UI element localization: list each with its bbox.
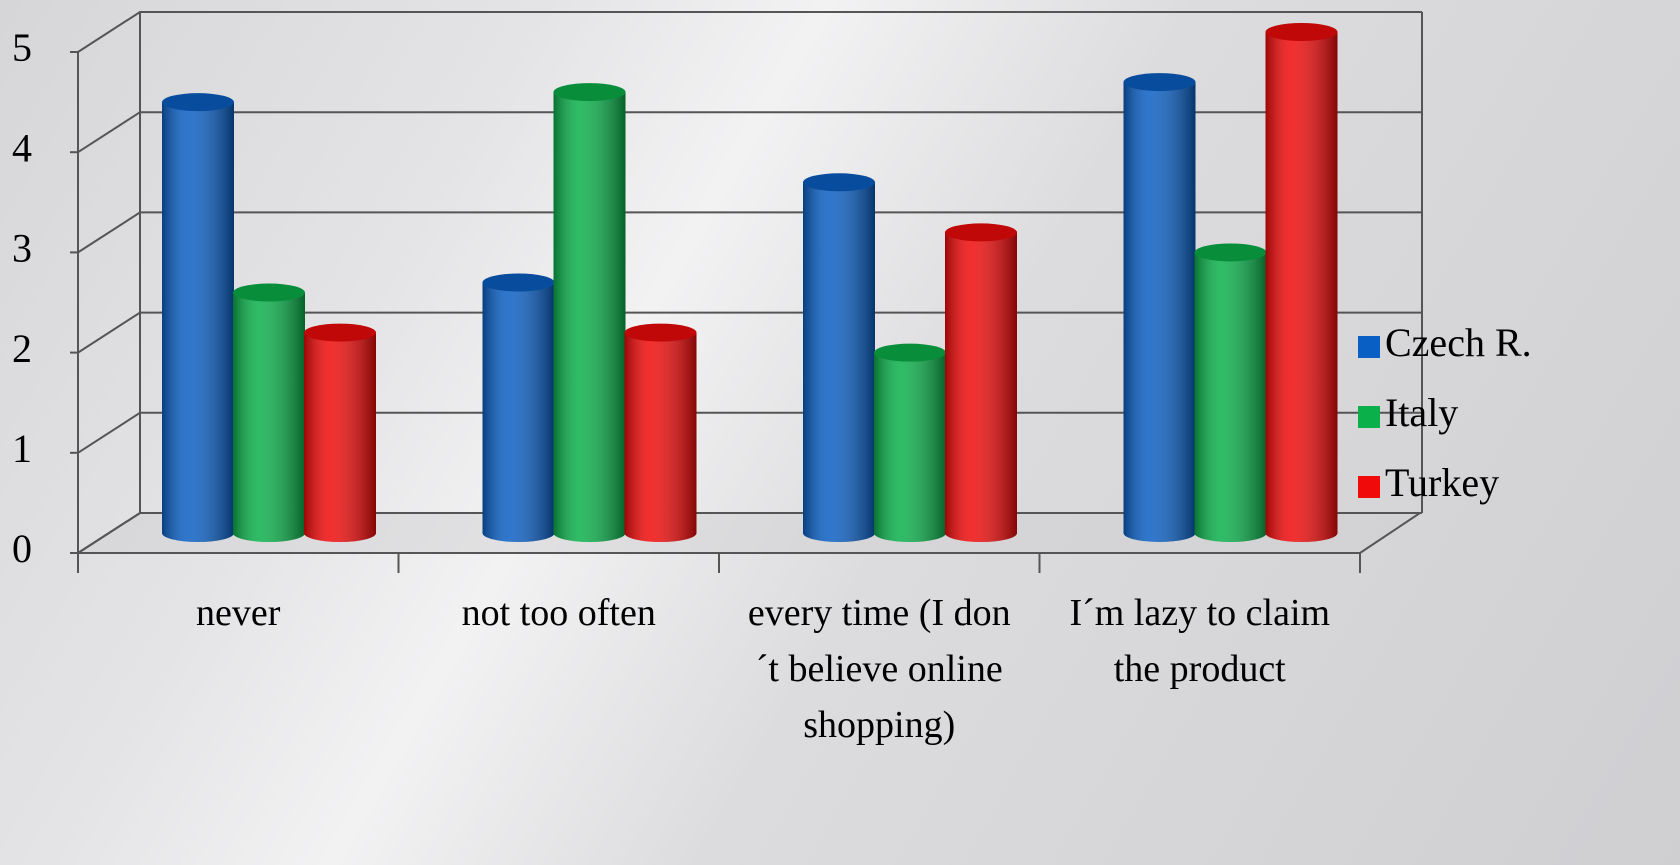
x-tick-label: never xyxy=(196,592,281,634)
grid-line xyxy=(77,11,1422,53)
bar-top xyxy=(162,93,234,112)
legend-swatch xyxy=(1358,406,1380,428)
bar-top xyxy=(874,343,946,362)
y-tick-label: 2 xyxy=(12,326,32,371)
y-tick-label: 4 xyxy=(12,125,32,170)
legend-label: Italy xyxy=(1385,390,1458,435)
bar-shade xyxy=(304,332,376,542)
bar-shade xyxy=(553,92,626,543)
x-tick-label: not too often xyxy=(461,592,656,634)
x-tick-label: every time (I don´t believe online shopp… xyxy=(747,592,1011,746)
bar-shade xyxy=(1194,252,1267,542)
bar-shade xyxy=(482,282,555,542)
bar-top xyxy=(624,323,697,342)
bar-top xyxy=(1194,243,1267,262)
bar-shade xyxy=(233,292,305,542)
bar-shade xyxy=(624,332,697,542)
bar-top xyxy=(553,83,626,102)
bar-shade xyxy=(874,352,946,542)
y-tick-label: 5 xyxy=(12,25,32,70)
bar-shade xyxy=(803,182,875,543)
y-tick-label: 3 xyxy=(12,226,32,271)
bar-top xyxy=(1123,73,1196,92)
legend-swatch xyxy=(1358,336,1380,358)
y-tick-label: 0 xyxy=(12,526,32,571)
bar-top xyxy=(1265,23,1338,41)
bar-shade xyxy=(945,232,1017,542)
bar-top xyxy=(304,323,376,342)
legend-swatch xyxy=(1358,476,1380,498)
grid-line xyxy=(77,111,1422,154)
bar-shade xyxy=(162,102,234,542)
bar-shade xyxy=(1123,82,1196,542)
x-tick-label: I´m lazy to claim the product xyxy=(1069,592,1331,690)
grid-line xyxy=(77,211,1422,254)
legend-label: Czech R. xyxy=(1385,320,1532,365)
legend-label: Turkey xyxy=(1385,460,1499,505)
y-tick-label: 1 xyxy=(12,426,32,471)
bar-top xyxy=(482,273,555,292)
bar-top xyxy=(803,173,875,192)
bar-top xyxy=(233,283,305,302)
bar-top xyxy=(945,223,1017,242)
bar-shade xyxy=(1265,32,1338,542)
